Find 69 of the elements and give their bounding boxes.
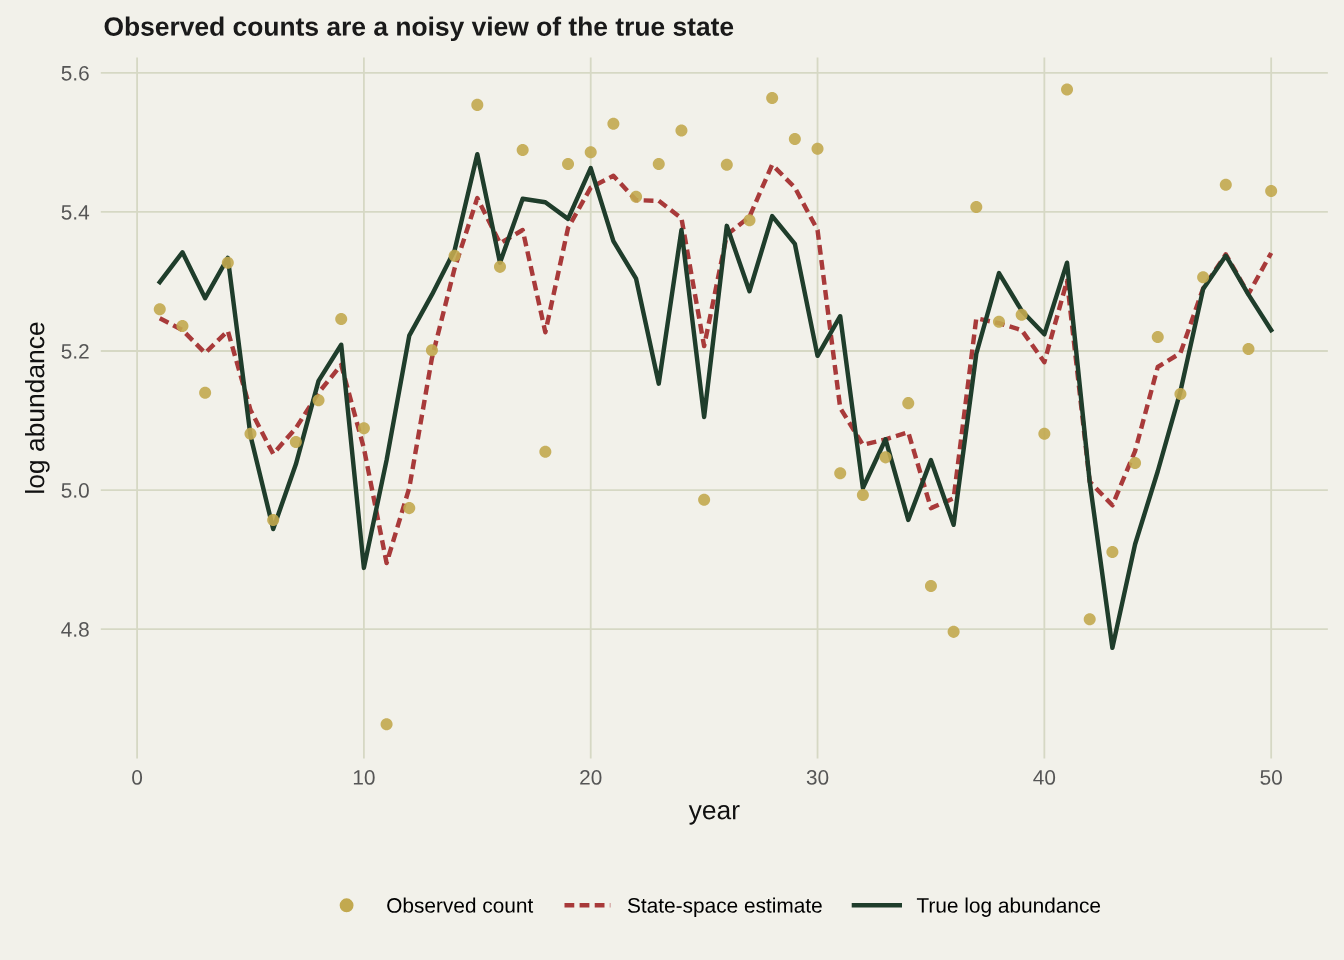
point: [471, 98, 484, 111]
point: [493, 260, 507, 273]
x-tick-label: 20: [580, 770, 602, 785]
point: [289, 436, 302, 449]
point: [856, 488, 869, 501]
point: [698, 493, 711, 506]
point: [902, 397, 915, 410]
legend-label: State-space estimate: [627, 897, 822, 917]
line-series: [157, 162, 1274, 566]
point: [1151, 331, 1164, 344]
point: [199, 386, 212, 399]
point: [879, 451, 892, 464]
y-tick-label: 5.0: [61, 483, 89, 498]
point: [766, 91, 779, 104]
point: [380, 718, 393, 731]
point: [992, 315, 1005, 328]
point: [675, 124, 688, 137]
point: [221, 256, 234, 269]
point: [244, 427, 257, 440]
point: [1197, 271, 1210, 284]
point: [607, 117, 620, 130]
y-tick-label: 4.8: [61, 622, 89, 637]
x-tick-label: 30: [806, 770, 829, 785]
point: [335, 313, 348, 326]
point: [176, 319, 189, 332]
point: [788, 132, 801, 145]
x-tick-label: 0: [132, 770, 143, 785]
y-axis-title: log abundance: [25, 322, 50, 493]
x-axis-title: year: [688, 804, 740, 825]
point: [357, 422, 370, 435]
point: [403, 502, 416, 515]
legend-label: Observed count: [387, 897, 534, 913]
point: [1038, 427, 1051, 440]
point: [425, 344, 438, 357]
point: [1083, 613, 1096, 626]
y-tick-label: 5.6: [61, 65, 89, 81]
point: [924, 579, 937, 592]
point: [539, 445, 552, 458]
point: [1129, 456, 1142, 469]
point: [584, 146, 597, 159]
chart-title: Observed counts are a noisy view of the true state: [104, 16, 734, 42]
point: [1219, 178, 1232, 191]
point: [970, 201, 983, 214]
point: [652, 157, 665, 170]
point: [720, 158, 733, 171]
point: [947, 625, 960, 638]
point: [1242, 342, 1255, 355]
x-tick-label: 40: [1033, 770, 1056, 785]
point: [630, 190, 643, 203]
point: [516, 144, 529, 157]
point: [267, 513, 280, 526]
point: [562, 157, 575, 170]
x-tick-label: 10: [353, 770, 375, 785]
legend-label: True log abundance: [916, 897, 1101, 917]
y-tick-label: 5.4: [61, 205, 90, 220]
line-series: [157, 152, 1274, 651]
point: [1106, 545, 1119, 558]
point: [1015, 308, 1028, 321]
y-tick-label: 5.2: [61, 343, 89, 359]
point: [811, 142, 824, 155]
point: [448, 249, 461, 262]
point: [153, 303, 166, 316]
point: [743, 214, 756, 227]
point: [834, 467, 847, 480]
point: [1061, 83, 1074, 96]
point: [312, 394, 325, 407]
x-tick-label: 50: [1260, 770, 1282, 785]
point: [1265, 185, 1278, 198]
point: [1174, 388, 1187, 401]
